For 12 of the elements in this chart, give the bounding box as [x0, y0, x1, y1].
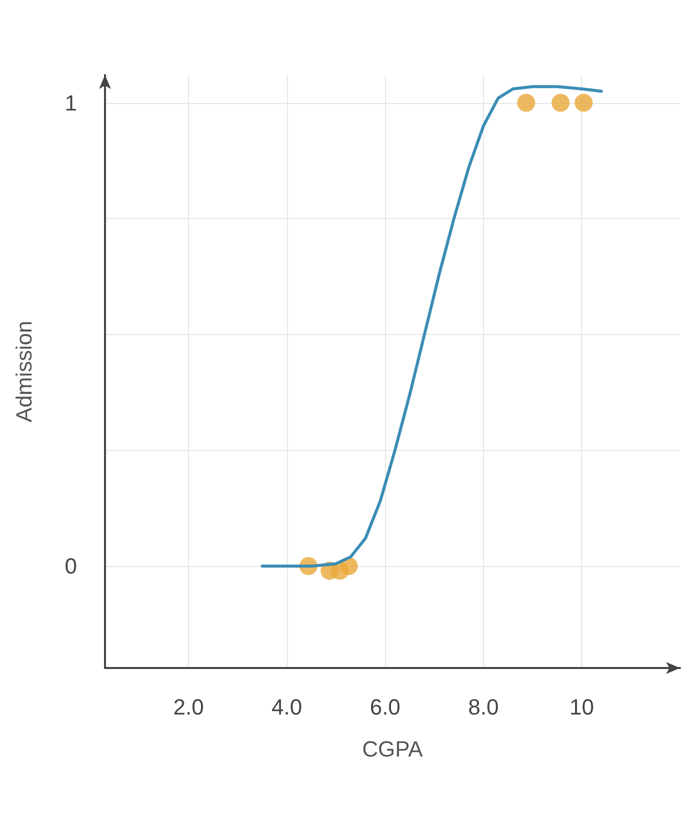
x-tick-label: 4.0 — [272, 694, 302, 720]
x-tick-label: 10 — [569, 694, 594, 720]
y-tick-label: 0 — [64, 554, 77, 579]
x-tick-label: 6.0 — [370, 694, 400, 720]
point — [552, 94, 570, 112]
y-axis-title: Admission — [12, 320, 36, 422]
point — [574, 94, 593, 112]
x-axis-title: CGPA — [362, 736, 424, 762]
x-tick-label: 8.0 — [468, 694, 499, 720]
point — [517, 94, 536, 112]
x-tick-label: 2.0 — [173, 694, 204, 720]
y-tick-label: 1 — [64, 90, 77, 116]
